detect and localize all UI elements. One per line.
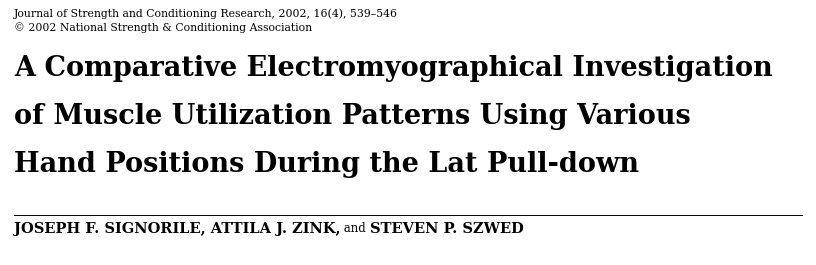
Text: Journal of Strength and Conditioning Research, 2002, 16(4), 539–546: Journal of Strength and Conditioning Res… <box>14 8 398 19</box>
Text: Hand Positions During the Lat Pull-down: Hand Positions During the Lat Pull-down <box>14 151 639 178</box>
Text: STEVEN P. SZWED: STEVEN P. SZWED <box>370 222 524 236</box>
Text: © 2002 National Strength & Conditioning Association: © 2002 National Strength & Conditioning … <box>14 22 313 33</box>
Text: and: and <box>340 222 370 235</box>
Text: JOSEPH F. SIGNORILE, ATTILA J. ZINK,: JOSEPH F. SIGNORILE, ATTILA J. ZINK, <box>14 222 340 236</box>
Text: of Muscle Utilization Patterns Using Various: of Muscle Utilization Patterns Using Var… <box>14 103 691 130</box>
Text: A Comparative Electromyographical Investigation: A Comparative Electromyographical Invest… <box>14 55 773 82</box>
